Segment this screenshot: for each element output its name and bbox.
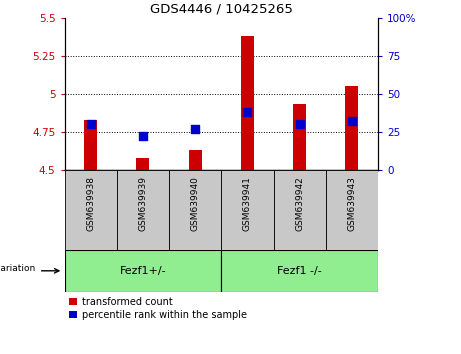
Bar xyxy=(189,150,202,170)
Title: GDS4446 / 10425265: GDS4446 / 10425265 xyxy=(150,2,293,15)
Text: GSM639941: GSM639941 xyxy=(243,176,252,231)
Text: genotype/variation: genotype/variation xyxy=(0,264,35,273)
Bar xyxy=(65,170,117,250)
Point xyxy=(87,121,95,127)
Bar xyxy=(326,170,378,250)
Text: GSM639942: GSM639942 xyxy=(295,176,304,231)
Bar xyxy=(221,170,273,250)
Bar xyxy=(65,250,221,292)
Point xyxy=(139,133,147,139)
Bar xyxy=(241,36,254,170)
Point xyxy=(191,126,199,132)
Point xyxy=(348,118,355,124)
Bar xyxy=(117,170,169,250)
Bar xyxy=(273,170,326,250)
Text: GSM639943: GSM639943 xyxy=(348,176,356,231)
Bar xyxy=(84,120,97,170)
Point xyxy=(296,121,303,127)
Text: Fezf1+/-: Fezf1+/- xyxy=(119,266,166,276)
Text: GSM639940: GSM639940 xyxy=(191,176,200,231)
Bar xyxy=(293,104,306,170)
Bar xyxy=(169,170,221,250)
Text: GSM639938: GSM639938 xyxy=(86,176,95,231)
Point xyxy=(244,109,251,115)
Text: Fezf1 -/-: Fezf1 -/- xyxy=(277,266,322,276)
Text: GSM639939: GSM639939 xyxy=(138,176,148,231)
Legend: transformed count, percentile rank within the sample: transformed count, percentile rank withi… xyxy=(70,297,247,320)
Bar xyxy=(345,86,359,170)
Bar xyxy=(136,158,149,170)
Bar xyxy=(221,250,378,292)
